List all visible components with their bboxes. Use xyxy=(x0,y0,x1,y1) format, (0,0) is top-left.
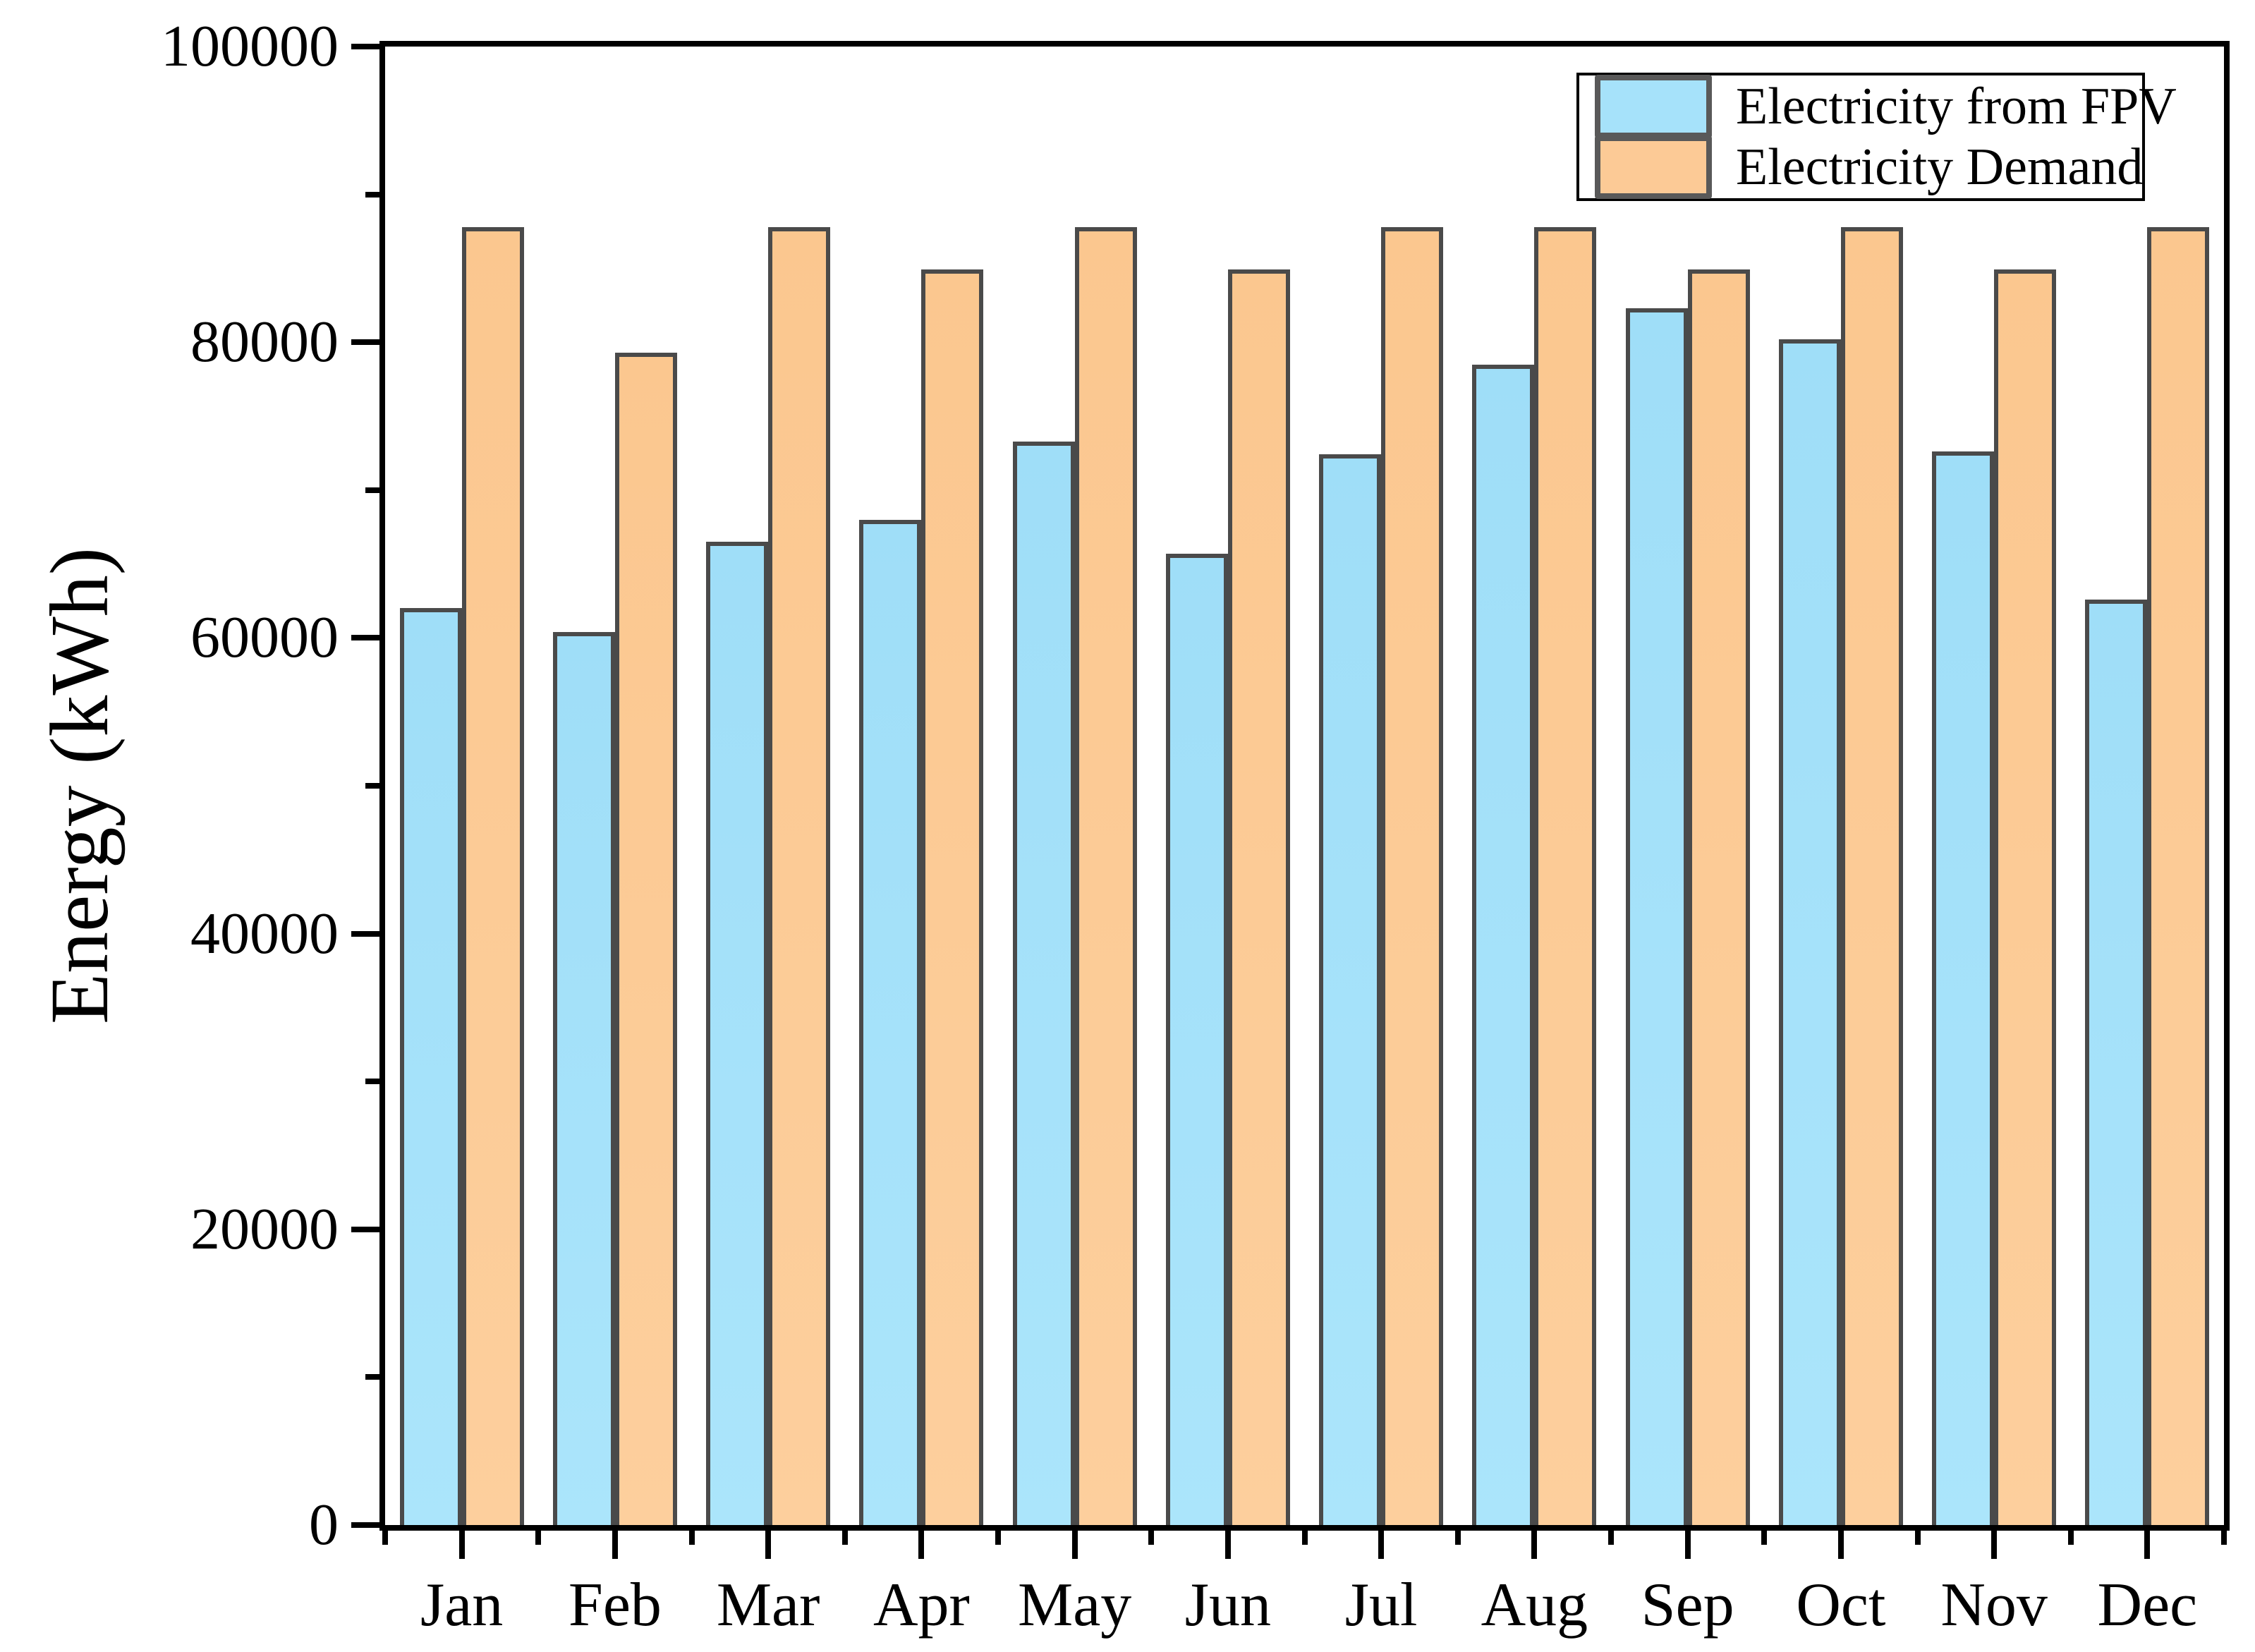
x-major-tick-nov xyxy=(1991,1531,1998,1559)
x-major-tick-sep xyxy=(1684,1531,1691,1559)
y-minor-tick-70000 xyxy=(365,487,379,493)
bar-demand-nov xyxy=(1994,269,2057,1525)
x-minor-tick-5 xyxy=(1148,1531,1155,1545)
x-tick-label-nov: Nov xyxy=(1940,1571,2048,1639)
x-major-tick-feb xyxy=(612,1531,618,1559)
bar-demand-jul xyxy=(1381,227,1444,1525)
x-major-tick-apr xyxy=(918,1531,925,1559)
x-major-tick-mar xyxy=(765,1531,772,1559)
bars-layer xyxy=(385,47,2224,1525)
bar-fpv-oct xyxy=(1778,339,1841,1525)
x-minor-tick-2 xyxy=(688,1531,695,1545)
x-major-tick-aug xyxy=(1531,1531,1538,1559)
bar-fpv-jul xyxy=(1319,454,1382,1525)
bar-fpv-apr xyxy=(859,520,922,1525)
y-major-tick-40000 xyxy=(351,930,379,937)
x-tick-label-may: May xyxy=(1017,1571,1132,1639)
y-minor-tick-90000 xyxy=(365,191,379,198)
bar-fpv-dec xyxy=(2085,600,2148,1525)
x-minor-tick-6 xyxy=(1301,1531,1308,1545)
x-major-tick-oct xyxy=(1837,1531,1844,1559)
plot-area xyxy=(379,41,2230,1531)
bar-fpv-nov xyxy=(1932,451,1995,1525)
legend-row-fpv: Electricity from FPV xyxy=(1595,75,2177,138)
legend-label-fpv: Electricity from FPV xyxy=(1736,78,2177,135)
y-major-tick-100000 xyxy=(351,44,379,49)
bar-demand-may xyxy=(1074,227,1137,1525)
x-tick-label-aug: Aug xyxy=(1481,1571,1588,1639)
bar-fpv-aug xyxy=(1472,365,1535,1525)
x-tick-label-dec: Dec xyxy=(2097,1571,2198,1639)
y-tick-label-80000: 80000 xyxy=(190,309,339,375)
x-major-tick-jan xyxy=(458,1531,465,1559)
x-minor-tick-12 xyxy=(2221,1531,2227,1545)
x-major-tick-may xyxy=(1071,1531,1078,1559)
legend: Electricity from FPV Electricity Demand xyxy=(1576,73,2177,201)
x-minor-tick-4 xyxy=(995,1531,1001,1545)
x-tick-label-jul: Jul xyxy=(1344,1571,1418,1639)
x-tick-label-jun: Jun xyxy=(1184,1571,1271,1639)
y-major-tick-20000 xyxy=(351,1226,379,1232)
bar-demand-feb xyxy=(614,353,677,1525)
y-tick-label-20000: 20000 xyxy=(190,1196,339,1262)
x-tick-label-apr: Apr xyxy=(873,1571,970,1639)
x-major-tick-jun xyxy=(1224,1531,1231,1559)
x-tick-label-oct: Oct xyxy=(1796,1571,1886,1639)
bar-fpv-feb xyxy=(552,632,615,1525)
legend-row-demand: Electricity Demand xyxy=(1595,135,2144,199)
bar-fpv-may xyxy=(1012,442,1075,1525)
x-tick-label-feb: Feb xyxy=(568,1571,662,1639)
x-minor-tick-11 xyxy=(2067,1531,2074,1545)
x-minor-tick-1 xyxy=(535,1531,542,1545)
y-major-tick-0 xyxy=(351,1522,379,1528)
x-minor-tick-8 xyxy=(1608,1531,1614,1545)
bar-demand-jan xyxy=(461,227,524,1525)
bar-demand-oct xyxy=(1840,227,1903,1525)
bar-fpv-sep xyxy=(1625,308,1688,1525)
bar-demand-jun xyxy=(1227,269,1290,1525)
y-tick-label-40000: 40000 xyxy=(190,900,339,966)
y-minor-tick-30000 xyxy=(365,1079,379,1085)
y-minor-tick-10000 xyxy=(365,1374,379,1380)
x-tick-label-sep: Sep xyxy=(1641,1571,1734,1639)
x-minor-tick-7 xyxy=(1454,1531,1461,1545)
legend-label-demand: Electricity Demand xyxy=(1736,138,2144,196)
x-tick-label-jan: Jan xyxy=(420,1571,504,1639)
x-major-tick-dec xyxy=(2144,1531,2151,1559)
y-major-tick-60000 xyxy=(351,635,379,641)
y-minor-tick-50000 xyxy=(365,783,379,789)
bar-demand-apr xyxy=(921,269,984,1525)
x-minor-tick-10 xyxy=(1914,1531,1921,1545)
x-tick-label-mar: Mar xyxy=(716,1571,820,1639)
x-major-tick-jul xyxy=(1378,1531,1385,1559)
bar-demand-mar xyxy=(768,227,831,1525)
y-major-tick-80000 xyxy=(351,339,379,346)
x-minor-tick-0 xyxy=(382,1531,388,1545)
bar-fpv-mar xyxy=(706,542,769,1525)
legend-swatch-fpv xyxy=(1595,75,1712,138)
bar-demand-sep xyxy=(1687,269,1750,1525)
x-minor-tick-3 xyxy=(841,1531,848,1545)
x-minor-tick-9 xyxy=(1761,1531,1768,1545)
bar-demand-aug xyxy=(1534,227,1597,1525)
y-tick-label-60000: 60000 xyxy=(190,605,339,671)
bar-demand-dec xyxy=(2147,227,2210,1525)
y-tick-label-100000: 100000 xyxy=(161,13,339,79)
bar-fpv-jun xyxy=(1165,554,1228,1525)
legend-swatch-demand xyxy=(1595,135,1712,199)
y-tick-label-0: 0 xyxy=(309,1492,339,1557)
bar-fpv-jan xyxy=(399,608,462,1525)
